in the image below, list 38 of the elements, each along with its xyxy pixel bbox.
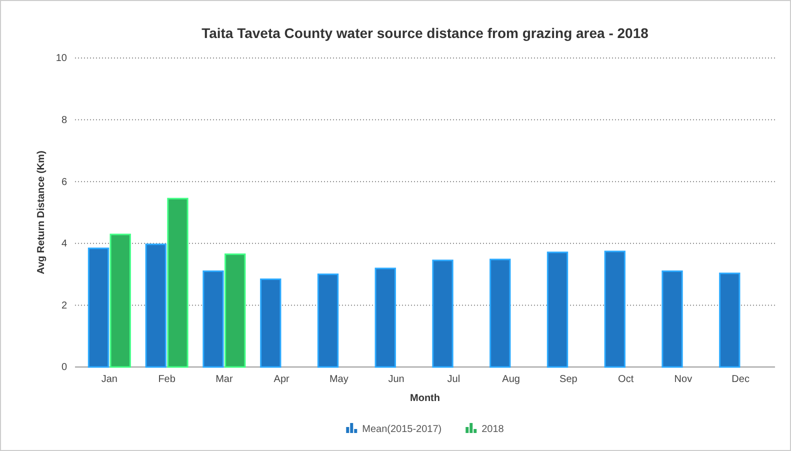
bar xyxy=(432,260,454,368)
bar xyxy=(110,234,131,368)
x-axis-title: Month xyxy=(410,393,440,404)
x-tick-label: Aug xyxy=(502,374,520,386)
x-tick-label: Nov xyxy=(674,374,692,386)
y-tick-label: 0 xyxy=(61,362,68,374)
x-tick-label: Dec xyxy=(732,374,750,386)
x-tick-label: Oct xyxy=(618,374,634,386)
x-tick-label: Jun xyxy=(388,374,404,386)
bar xyxy=(604,250,626,368)
bar xyxy=(167,198,188,368)
x-tick-label: Jan xyxy=(101,374,118,386)
legend-label: Mean(2015-2017) xyxy=(362,424,442,435)
bar xyxy=(202,270,224,368)
legend-label: 2018 xyxy=(482,424,504,435)
x-tick-label: Mar xyxy=(216,374,234,386)
x-tick-label: Jul xyxy=(447,374,460,386)
x-tick-label: May xyxy=(329,374,348,386)
bar xyxy=(224,253,246,368)
bar xyxy=(88,248,110,368)
bar xyxy=(490,258,511,368)
bar xyxy=(662,270,683,368)
bar xyxy=(546,252,568,368)
y-tick-label: 10 xyxy=(56,53,68,64)
y-tick-label: 8 xyxy=(61,115,68,126)
bar xyxy=(317,274,339,368)
y-tick-label: 2 xyxy=(61,300,68,312)
bar xyxy=(260,278,282,368)
chart-title: Taita Taveta County water source distance from grazing area - 2018 xyxy=(202,25,649,41)
bar xyxy=(374,268,396,368)
bar xyxy=(145,244,166,368)
x-tick-label: Sep xyxy=(560,374,578,386)
y-axis-title: Avg Return Distance (Km) xyxy=(36,150,47,274)
bar xyxy=(719,272,740,368)
x-tick-label: Apr xyxy=(274,374,290,386)
y-tick-label: 4 xyxy=(61,238,68,250)
x-tick-label: Feb xyxy=(158,374,176,386)
y-tick-label: 6 xyxy=(61,176,68,188)
